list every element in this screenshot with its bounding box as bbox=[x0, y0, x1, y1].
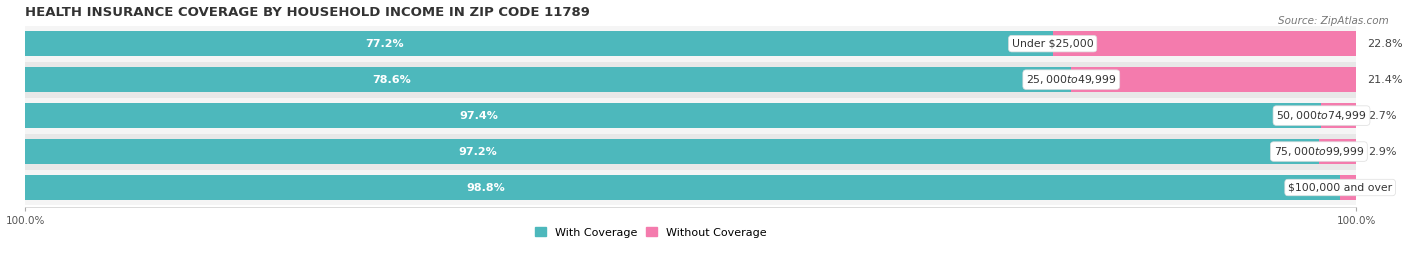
Bar bbox=[25, 31, 1053, 56]
Text: $100,000 and over: $100,000 and over bbox=[1288, 182, 1392, 193]
Text: 2.9%: 2.9% bbox=[1368, 147, 1396, 157]
Text: 98.8%: 98.8% bbox=[465, 182, 505, 193]
Bar bbox=[25, 26, 1357, 62]
Text: $50,000 to $74,999: $50,000 to $74,999 bbox=[1277, 109, 1367, 122]
Bar bbox=[25, 175, 1340, 200]
Bar bbox=[25, 62, 1357, 98]
Text: Under $25,000: Under $25,000 bbox=[1012, 39, 1094, 49]
Text: 22.8%: 22.8% bbox=[1367, 39, 1402, 49]
Legend: With Coverage, Without Coverage: With Coverage, Without Coverage bbox=[530, 223, 770, 242]
Bar bbox=[25, 169, 1357, 206]
Bar bbox=[25, 139, 1319, 164]
Bar bbox=[25, 68, 1071, 92]
Bar bbox=[25, 98, 1357, 134]
Text: $75,000 to $99,999: $75,000 to $99,999 bbox=[1274, 145, 1364, 158]
Text: 97.2%: 97.2% bbox=[458, 147, 498, 157]
Bar bbox=[25, 103, 1322, 128]
Text: 21.4%: 21.4% bbox=[1367, 75, 1402, 85]
Bar bbox=[1071, 68, 1357, 92]
Bar bbox=[1319, 139, 1357, 164]
Text: 1.2%: 1.2% bbox=[1367, 182, 1395, 193]
Text: 77.2%: 77.2% bbox=[366, 39, 404, 49]
Bar bbox=[1053, 31, 1357, 56]
Bar bbox=[1322, 103, 1357, 128]
Text: 97.4%: 97.4% bbox=[460, 111, 498, 121]
Text: Source: ZipAtlas.com: Source: ZipAtlas.com bbox=[1278, 16, 1389, 26]
Text: 2.7%: 2.7% bbox=[1368, 111, 1396, 121]
Text: 78.6%: 78.6% bbox=[373, 75, 411, 85]
Text: $25,000 to $49,999: $25,000 to $49,999 bbox=[1026, 73, 1116, 86]
Bar bbox=[25, 134, 1357, 169]
Bar bbox=[1340, 175, 1357, 200]
Text: HEALTH INSURANCE COVERAGE BY HOUSEHOLD INCOME IN ZIP CODE 11789: HEALTH INSURANCE COVERAGE BY HOUSEHOLD I… bbox=[25, 6, 591, 19]
